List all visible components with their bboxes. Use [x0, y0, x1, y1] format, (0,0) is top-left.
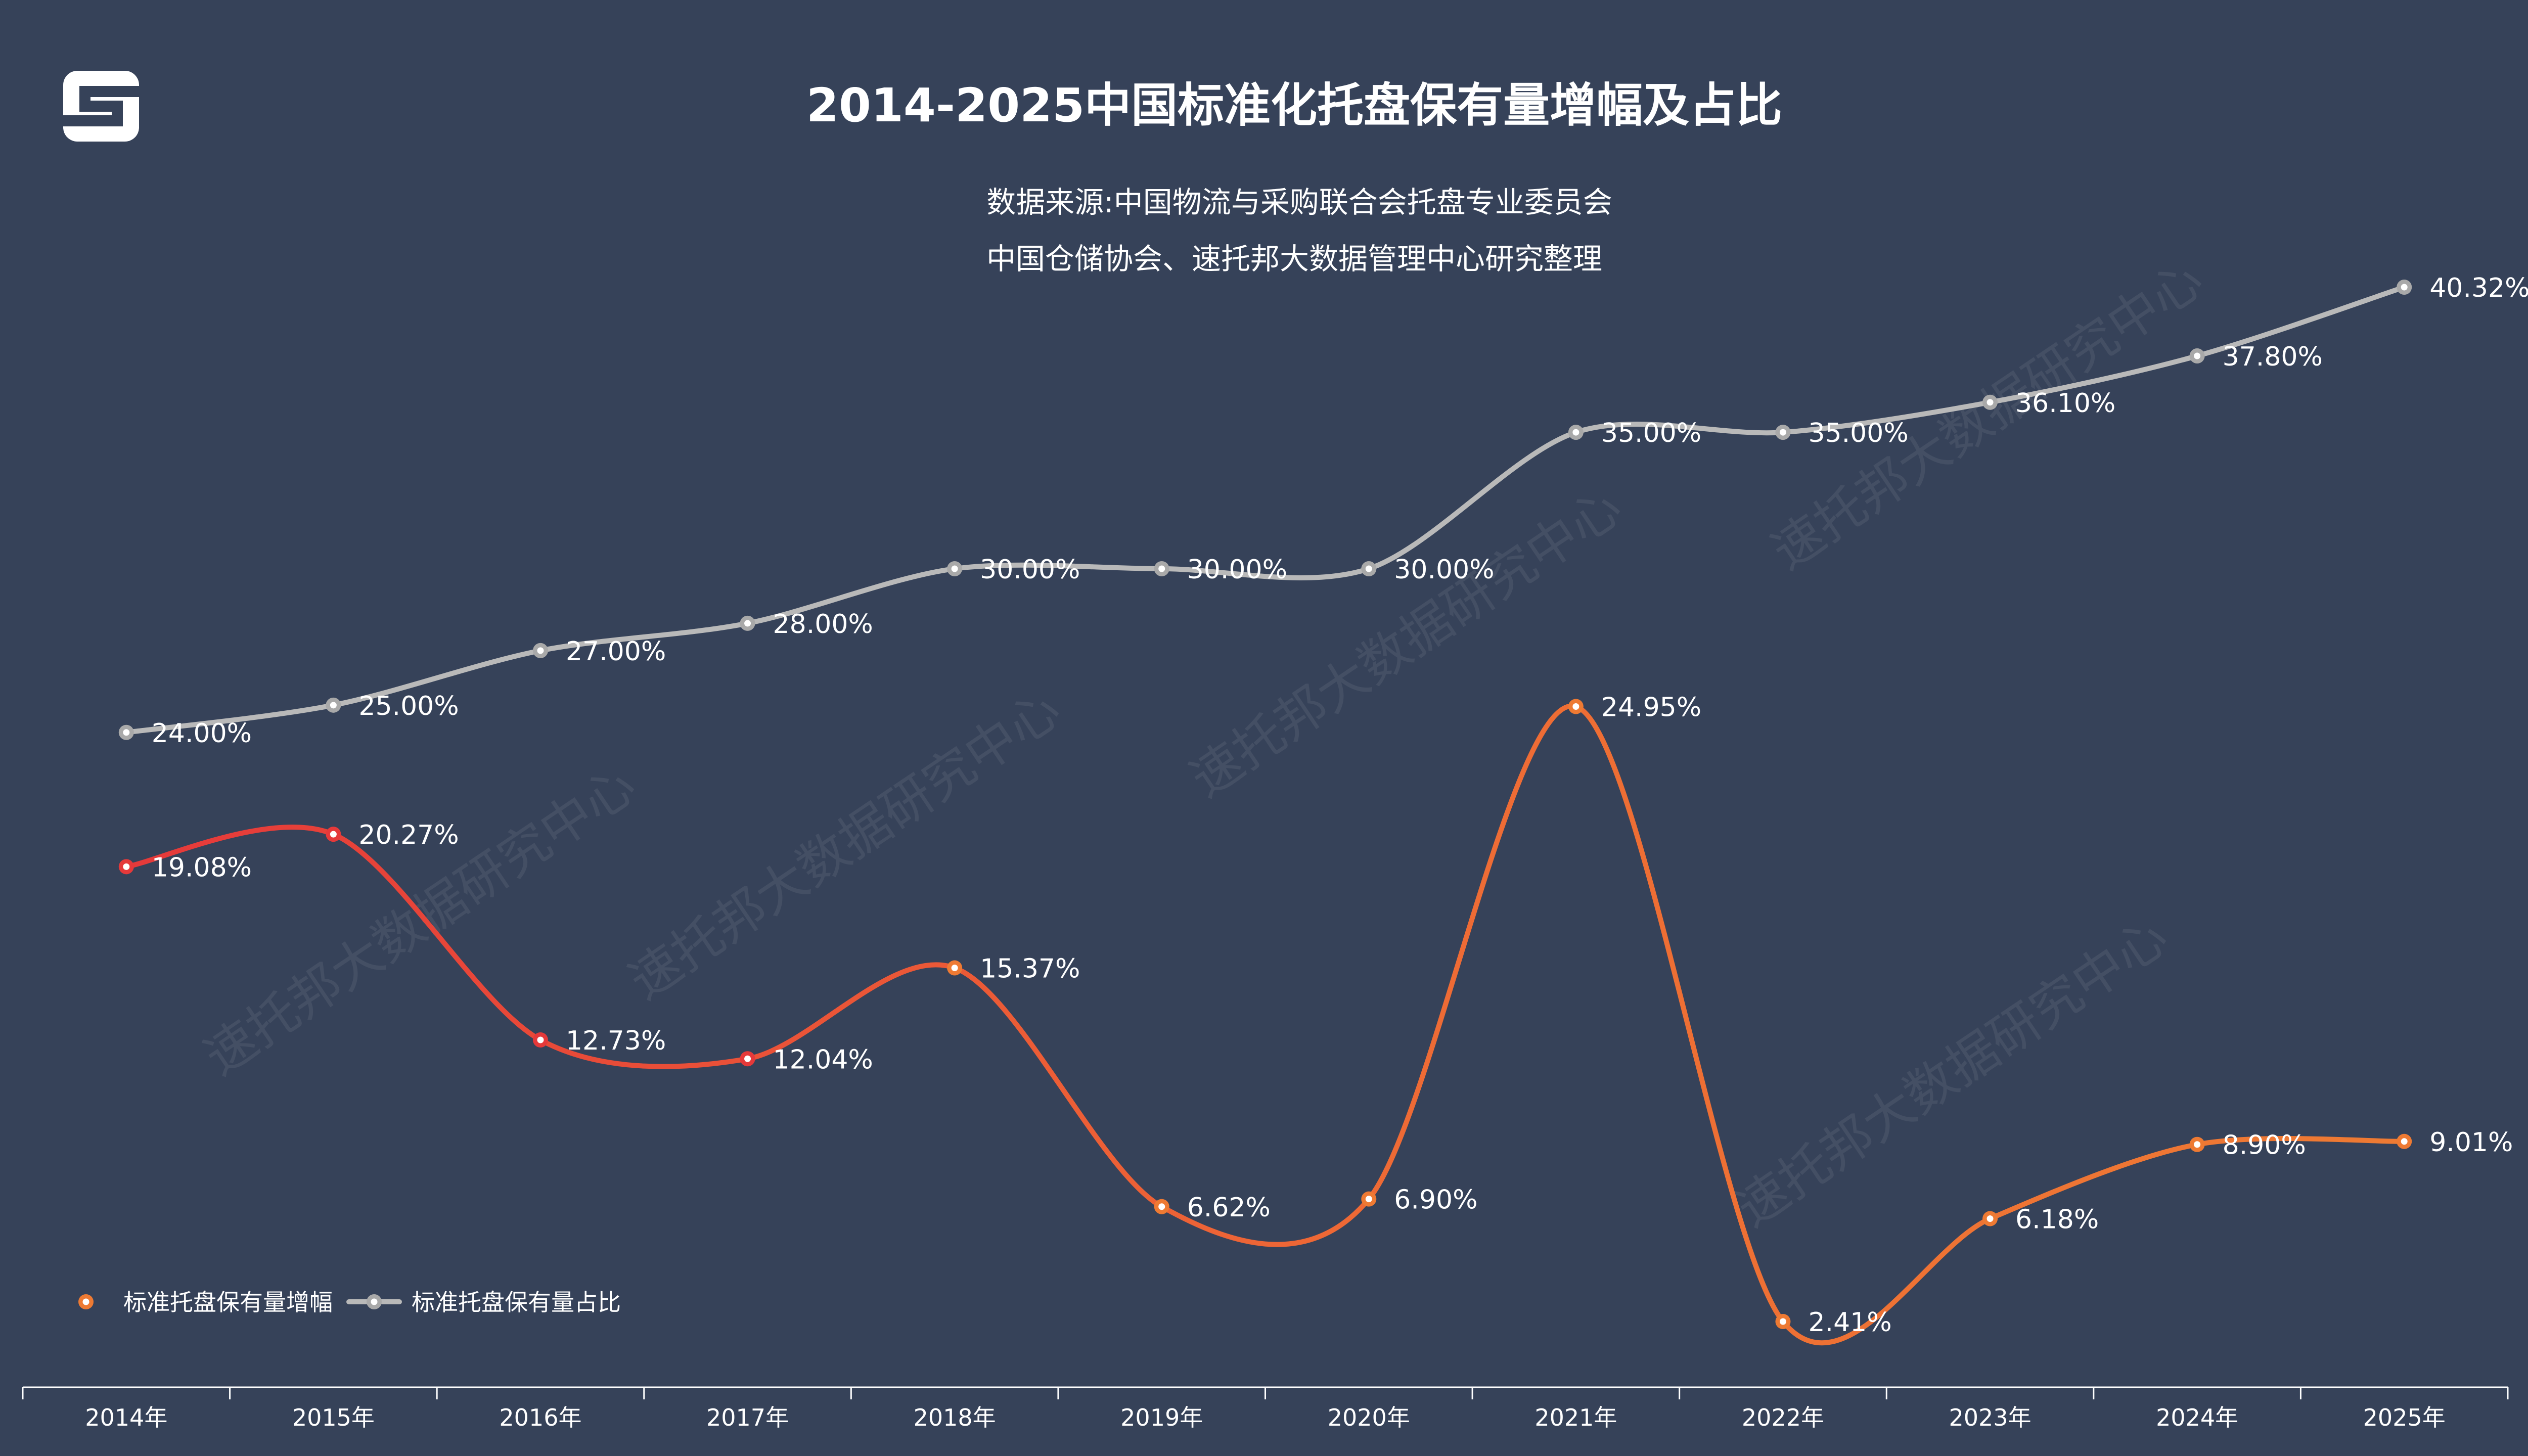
data-label-growth: 24.95%: [1601, 693, 1701, 723]
data-label-share: 24.00%: [152, 718, 252, 749]
source-line-1: 数据来源:中国物流与采购联合会托盘专业委员会: [986, 185, 1612, 219]
x-tick-label: 2023年: [1949, 1404, 2032, 1431]
x-tick-label: 2025年: [2363, 1404, 2446, 1431]
x-tick-label: 2022年: [1742, 1404, 1824, 1431]
data-point-center-growth: [1158, 1203, 1165, 1210]
data-label-growth: 8.90%: [2223, 1130, 2306, 1161]
data-label-growth: 9.01%: [2429, 1127, 2513, 1158]
data-label-growth: 2.41%: [1808, 1307, 1891, 1338]
chart-title: 2014-2025中国标准化托盘保有量增幅及占比: [806, 78, 1782, 132]
data-label-share: 35.00%: [1808, 418, 1908, 448]
x-axis: 2014年 2015年 2016年 2017年 2018年 2019年 2020年 2021年…: [22, 1386, 2509, 1431]
data-point-center-share: [951, 565, 958, 572]
data-point-center-share: [537, 647, 544, 654]
data-label-growth: 12.73%: [566, 1026, 666, 1056]
data-label-share: 30.00%: [1394, 555, 1494, 585]
data-point-center-share: [123, 729, 130, 736]
brand-logo-icon: [63, 71, 139, 142]
data-label-share: 40.32%: [2429, 273, 2528, 303]
data-label-share: 36.10%: [2015, 388, 2115, 419]
data-label-growth: 15.37%: [980, 954, 1080, 984]
x-tick-label: 2017年: [706, 1404, 789, 1431]
watermarks: 速托邦大数据研究中心速托邦大数据研究中心速托邦大数据研究中心速托邦大数据研究中心…: [194, 249, 2213, 1238]
data-point-center-growth: [1365, 1196, 1372, 1203]
series-growth: 19.08% 20.27% 12.73% 12.04% 15.37% 6.62% 6.90%…: [118, 693, 2513, 1346]
legend-swatch-center: [82, 1298, 89, 1305]
legend[interactable]: 标准托盘保有量增幅 标准托盘保有量占比: [58, 1289, 621, 1316]
data-label-share: 30.00%: [1187, 555, 1287, 585]
data-label-share: 30.00%: [980, 555, 1080, 585]
legend-label-share: 标准托盘保有量占比: [412, 1289, 621, 1316]
data-point-center-share: [1158, 565, 1165, 572]
data-point-center-share: [744, 620, 751, 627]
data-label-growth: 20.27%: [358, 820, 459, 850]
data-point-center-growth: [951, 965, 958, 972]
legend-item-growth[interactable]: 标准托盘保有量增幅: [58, 1289, 333, 1316]
data-label-growth: 6.62%: [1187, 1193, 1271, 1223]
data-point-center-share: [330, 702, 337, 709]
data-point-center-growth: [330, 831, 337, 838]
data-point-center-share: [1987, 399, 1994, 406]
x-tick-label: 2014年: [85, 1404, 167, 1431]
x-tick-label: 2016年: [499, 1404, 581, 1431]
x-tick-label: 2024年: [2156, 1404, 2238, 1431]
data-label-share: 28.00%: [773, 609, 873, 640]
data-label-growth: 12.04%: [773, 1044, 873, 1075]
data-point-center-growth: [2401, 1138, 2408, 1145]
watermark-text: 速托邦大数据研究中心: [1726, 906, 2178, 1238]
x-tick-label: 2015年: [292, 1404, 375, 1431]
data-point-center-growth: [1779, 1318, 1786, 1325]
data-point-center-growth: [123, 863, 130, 870]
data-label-growth: 6.18%: [2015, 1205, 2099, 1235]
legend-label-growth: 标准托盘保有量增幅: [123, 1289, 333, 1316]
series-line-share[interactable]: [123, 285, 2407, 735]
source-line-2: 中国仓储协会、速托邦大数据管理中心研究整理: [986, 242, 1602, 276]
watermark-text: 速托邦大数据研究中心: [1761, 249, 2213, 581]
x-tick-label: 2018年: [914, 1404, 996, 1431]
data-label-share: 27.00%: [566, 636, 666, 667]
data-label-growth: 19.08%: [152, 852, 252, 883]
data-point-center-share: [1779, 429, 1786, 436]
data-point-center-growth: [1987, 1215, 1994, 1222]
x-tick-label: 2021年: [1534, 1404, 1617, 1431]
series-layer: 24.00% 25.00% 27.00% 28.00% 30.00% 30.00% 30.0…: [118, 273, 2528, 1346]
data-point-center-share: [1365, 565, 1372, 572]
data-point-center-growth: [2194, 1141, 2201, 1148]
data-point-center-share: [1572, 429, 1579, 436]
data-label-share: 25.00%: [358, 691, 459, 721]
data-label-share: 37.80%: [2223, 342, 2323, 372]
data-point-center-share: [2401, 284, 2408, 291]
x-tick-label: 2019年: [1120, 1404, 1203, 1431]
legend-swatch-center: [371, 1298, 378, 1305]
series-share: 24.00% 25.00% 27.00% 28.00% 30.00% 30.00% 30.0…: [118, 273, 2528, 749]
legend-item-share[interactable]: 标准托盘保有量占比: [346, 1289, 621, 1316]
x-tick-label: 2020年: [1328, 1404, 1410, 1431]
data-point-center-share: [2194, 352, 2201, 359]
data-point-center-growth: [537, 1036, 544, 1043]
data-point-center-growth: [744, 1055, 751, 1062]
data-point-center-growth: [1572, 703, 1579, 710]
data-label-growth: 6.90%: [1394, 1185, 1477, 1215]
data-label-share: 35.00%: [1601, 418, 1701, 448]
watermark-text: 速托邦大数据研究中心: [1180, 477, 1632, 808]
